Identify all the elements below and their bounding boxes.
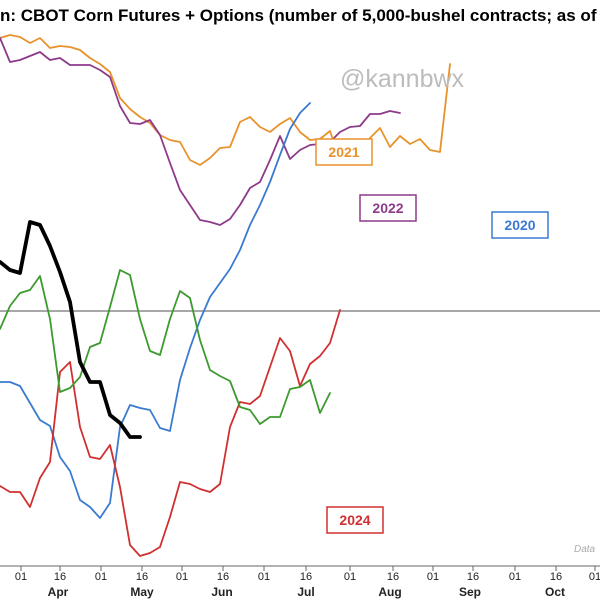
watermark-text: @kannbwx <box>340 65 465 93</box>
x-tick-label: 01 <box>176 571 188 583</box>
x-tick-label: 16 <box>54 571 66 583</box>
x-tick-label: 01 <box>344 571 356 583</box>
x-tick-label: 16 <box>550 571 562 583</box>
x-month-label: Jul <box>297 585 314 599</box>
series-label-2021: 2021 <box>315 138 373 166</box>
x-tick-label: 01 <box>258 571 270 583</box>
x-tick-label: 16 <box>217 571 229 583</box>
series-line-2020 <box>0 102 311 519</box>
series-line-unlabeled-4 <box>0 269 331 425</box>
series-line-2021 <box>0 34 451 166</box>
source-note: Data <box>574 544 596 555</box>
x-month-label: Apr <box>48 585 69 599</box>
series-label-text: 2021 <box>328 144 359 160</box>
x-tick-label: 01 <box>589 571 600 583</box>
x-tick-label: 01 <box>15 571 27 583</box>
x-tick-label: 01 <box>509 571 521 583</box>
series-label-box <box>326 506 384 534</box>
series-label-text: 2020 <box>504 217 535 233</box>
x-month-label: Jun <box>211 585 232 599</box>
x-tick-label: 16 <box>300 571 312 583</box>
x-month-label: Sep <box>459 585 481 599</box>
x-month-label: Oct <box>545 585 565 599</box>
series-label-text: 2024 <box>339 512 370 528</box>
x-month-label: May <box>130 585 154 599</box>
x-tick-label: 01 <box>427 571 439 583</box>
x-month-label: Aug <box>378 585 401 599</box>
x-tick-label: 16 <box>467 571 479 583</box>
series-label-text: 2022 <box>372 200 403 216</box>
chart-title: n: CBOT Corn Futures + Options (number o… <box>0 6 597 25</box>
x-tick-label: 16 <box>136 571 148 583</box>
series-label-box <box>315 138 373 166</box>
series-label-box <box>491 211 549 239</box>
x-tick-label: 01 <box>95 571 107 583</box>
x-tick-label: 16 <box>387 571 399 583</box>
series-line-unlabeled-5 <box>0 220 142 439</box>
series-label-box <box>359 194 417 222</box>
series-line-2024 <box>0 309 341 557</box>
series-label-2024: 2024 <box>326 506 384 534</box>
series-label-2022: 2022 <box>359 194 417 222</box>
series-label-2020: 2020 <box>491 211 549 239</box>
